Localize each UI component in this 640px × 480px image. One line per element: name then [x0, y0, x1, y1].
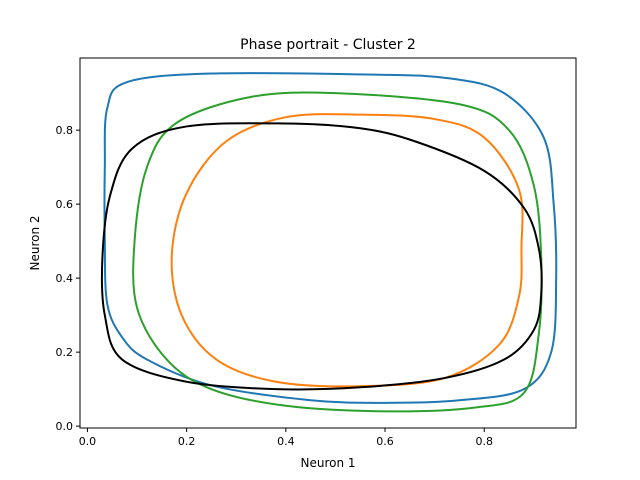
- series-layer: [100, 72, 558, 413]
- y-tick-label: 0.0: [56, 420, 74, 433]
- y-tick-label: 0.6: [56, 198, 74, 211]
- y-axis-label: Neuron 2: [28, 215, 42, 270]
- x-tick-label: 0.0: [79, 435, 97, 448]
- x-tick-label: 0.2: [178, 435, 196, 448]
- x-tick-label: 0.6: [376, 435, 394, 448]
- series-line-2: [170, 113, 524, 388]
- x-tick-label: 0.4: [277, 435, 295, 448]
- y-tick-label: 0.8: [56, 124, 74, 137]
- plot-frame: [79, 57, 577, 429]
- x-tick-label: 0.8: [475, 435, 493, 448]
- y-tick-label: 0.4: [56, 272, 74, 285]
- y-tick-label: 0.2: [56, 346, 74, 359]
- ticks-layer: 0.0 0.2 0.4 0.6 0.8 0.0 0.2 0.4 0.6 0.8: [56, 124, 493, 448]
- x-axis-label: Neuron 1: [300, 456, 355, 470]
- series-line-4: [100, 122, 543, 391]
- chart-title: Phase portrait - Cluster 2: [240, 37, 416, 53]
- series-line-3: [132, 91, 543, 413]
- series-line-1: [103, 72, 558, 404]
